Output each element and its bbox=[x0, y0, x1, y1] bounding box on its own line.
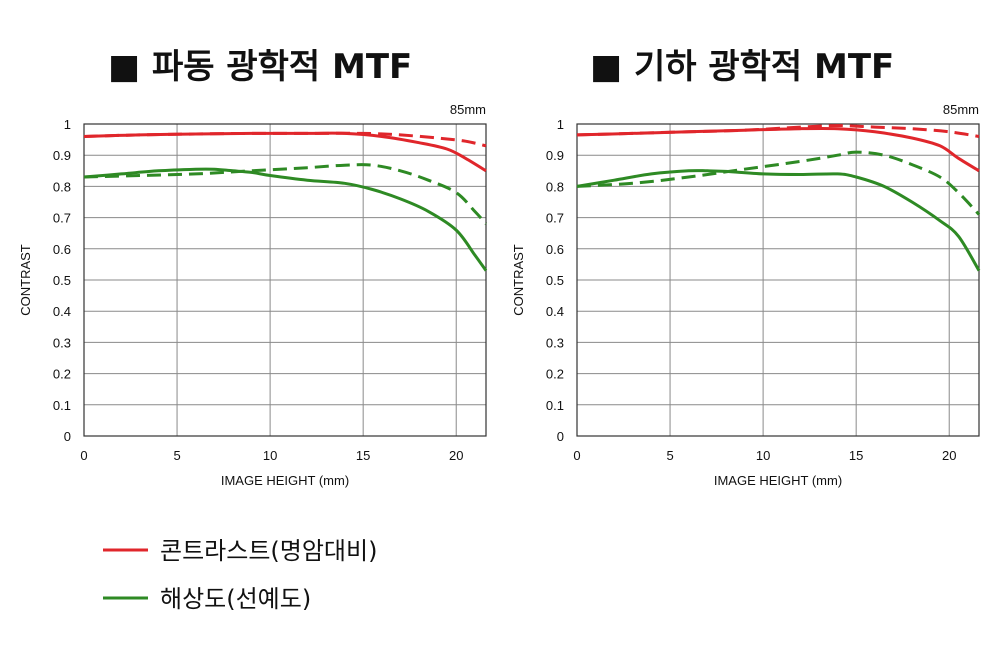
series-line-resolution-solid bbox=[576, 169, 981, 272]
y-tick-label: 0.5 bbox=[546, 273, 564, 288]
y-tick-label: 0 bbox=[557, 429, 564, 444]
y-axis-label-right: CONTRAST bbox=[511, 244, 526, 316]
y-tick-label: 0.8 bbox=[53, 179, 71, 194]
plot-area-left: 00.10.20.30.40.50.60.70.80.910 5 10 15 20 bbox=[53, 117, 488, 463]
y-tick-label: 0.7 bbox=[546, 211, 564, 226]
series-line-resolution-solid bbox=[83, 167, 488, 272]
series-line-resolution-dashed bbox=[576, 150, 981, 216]
chart-panel-wave-optical: ■ 파동 광학적 MTF 85mm 0 0.1 0.2 0.3 0.4 0.5 0.6 0.7… bbox=[18, 47, 488, 488]
y-tick-label: 0.2 bbox=[546, 367, 564, 382]
x-tick-label: 0 bbox=[80, 448, 87, 463]
focal-label-right: 85mm bbox=[943, 102, 979, 117]
y-tick-label: 0.9 bbox=[546, 148, 564, 163]
legend: 콘트라스트(명암대비) 해상도(선예도) bbox=[103, 537, 377, 613]
y-tick-label: 0.6 bbox=[53, 242, 71, 257]
x-tick-label: 10 bbox=[756, 448, 770, 463]
x-tick-label: 15 bbox=[849, 448, 863, 463]
legend-label-contrast: 콘트라스트(명암대비) bbox=[160, 537, 377, 565]
x-tick-label: 5 bbox=[666, 448, 673, 463]
chart-title-right: ■ 기하 광학적 MTF bbox=[590, 47, 894, 87]
series-line-contrast-dashed bbox=[576, 124, 980, 138]
x-tick-label: 15 bbox=[356, 448, 370, 463]
x-tick-label: 20 bbox=[449, 448, 463, 463]
y-tick-label: 0.7 bbox=[53, 211, 71, 226]
x-tick-label: 20 bbox=[942, 448, 956, 463]
y-tick-label: 0.4 bbox=[53, 304, 71, 319]
y-tick-label: 0.2 bbox=[53, 367, 71, 382]
x-tick-label: 5 bbox=[173, 448, 180, 463]
x-axis-label-left: IMAGE HEIGHT (mm) bbox=[221, 473, 349, 488]
legend-label-resolution: 해상도(선예도) bbox=[160, 585, 311, 613]
series-line-contrast-dashed bbox=[83, 131, 487, 148]
y-tick-label: 1 bbox=[557, 117, 564, 132]
y-axis-label-left: CONTRAST bbox=[18, 244, 33, 316]
y-tick-label: 1 bbox=[64, 117, 71, 132]
focal-label-left: 85mm bbox=[450, 102, 486, 117]
plot-area-right: 00.10.20.30.40.50.60.70.80.910 5 10 15 20 bbox=[546, 117, 981, 463]
series-line-resolution-dashed bbox=[83, 163, 488, 225]
series-line-contrast-solid bbox=[83, 131, 487, 173]
chart-title-left: ■ 파동 광학적 MTF bbox=[108, 47, 412, 87]
plot-frame bbox=[83, 123, 487, 437]
chart-panel-geometric-optical: ■ 기하 광학적 MTF 85mm 0 0.1 0.2 0.3 0.4 0.5 0.6 0.7… bbox=[511, 47, 981, 488]
y-tick-label: 0 bbox=[64, 429, 71, 444]
y-tick-label: 0.4 bbox=[546, 304, 564, 319]
y-tick-label: 0.3 bbox=[53, 335, 71, 350]
y-tick-label: 0.9 bbox=[53, 148, 71, 163]
y-tick-label: 0.3 bbox=[546, 335, 564, 350]
y-tick-label: 0.8 bbox=[546, 179, 564, 194]
y-tick-label: 0.1 bbox=[53, 398, 71, 413]
x-tick-label: 10 bbox=[263, 448, 277, 463]
y-tick-label: 0.6 bbox=[546, 242, 564, 257]
plot-frame bbox=[576, 123, 980, 437]
y-tick-label: 0.1 bbox=[546, 398, 564, 413]
x-axis-label-right: IMAGE HEIGHT (mm) bbox=[714, 473, 842, 488]
x-tick-label: 0 bbox=[573, 448, 580, 463]
y-tick-label: 0.5 bbox=[53, 273, 71, 288]
